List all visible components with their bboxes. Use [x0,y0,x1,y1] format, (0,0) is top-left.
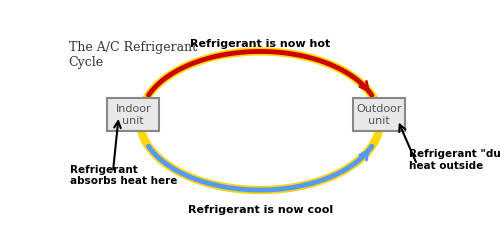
Text: Refrigerant is now cool: Refrigerant is now cool [188,205,332,215]
Text: The A/C Refrigerant
Cycle: The A/C Refrigerant Cycle [68,41,197,69]
Text: Refrigerant is now hot: Refrigerant is now hot [190,39,330,49]
Text: Refrigerant "dumps"
heat outside: Refrigerant "dumps" heat outside [410,149,500,171]
FancyBboxPatch shape [107,98,160,131]
Text: Outdoor
unit: Outdoor unit [356,104,402,125]
FancyBboxPatch shape [353,98,406,131]
Text: Indoor
unit: Indoor unit [116,104,151,125]
Text: Refrigerant
absorbs heat here: Refrigerant absorbs heat here [70,165,178,186]
